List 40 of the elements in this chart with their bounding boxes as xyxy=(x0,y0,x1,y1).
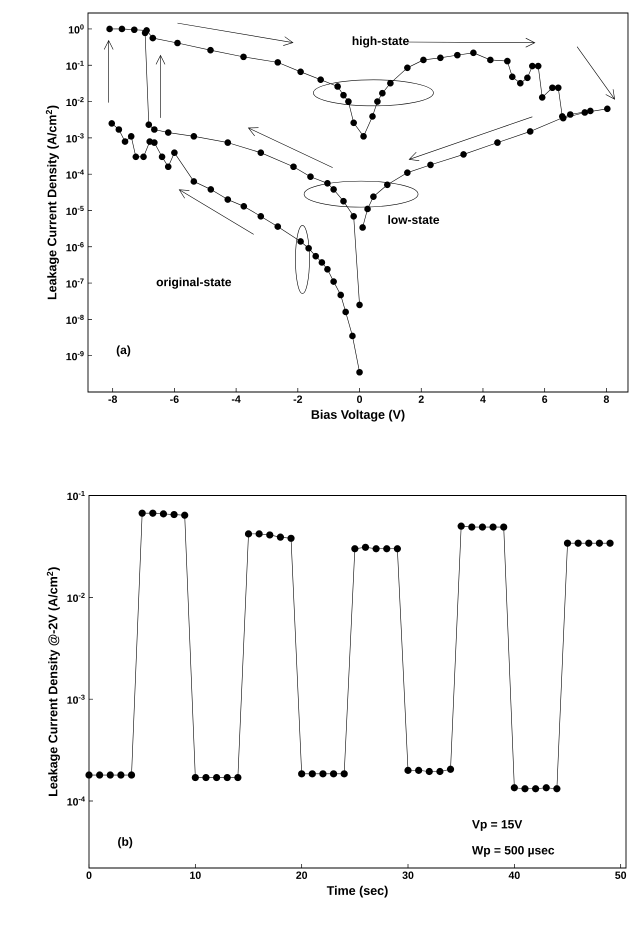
x-tick-label: -4 xyxy=(232,396,241,403)
x-tick-label: 2 xyxy=(418,396,424,403)
x-tick-label: 30 xyxy=(402,872,414,879)
y-tick-label: 10$^{-9}$ xyxy=(66,351,84,360)
annotation: (b) xyxy=(118,837,132,848)
x-tick-label: 40 xyxy=(508,872,520,879)
annotation: original-state xyxy=(156,277,232,289)
y-tick-label: 10$^{-5}$ xyxy=(66,206,84,216)
annotation: Wp = 500 µsec xyxy=(472,846,554,857)
annotation: low-state xyxy=(388,215,440,224)
x-tick-label: 20 xyxy=(296,872,308,879)
y-tick-label: 10$^{-1}$ xyxy=(67,490,85,500)
y-tick-label: 10$^{-2}$ xyxy=(67,592,85,602)
x-tick-label: 50 xyxy=(615,872,626,879)
x-axis-title: Bias Voltage (V) xyxy=(312,410,404,422)
y-tick-label: 10$^{-3}$ xyxy=(67,694,85,704)
y-tick-label: 10$^{0}$ xyxy=(68,24,84,34)
y-tick-label: 10$^{-6}$ xyxy=(66,242,84,252)
y-tick-label: 10$^{-4}$ xyxy=(66,170,84,179)
annotation: (a) xyxy=(116,345,130,357)
x-tick-label: 6 xyxy=(542,396,548,403)
x-tick-label: 0 xyxy=(86,872,92,879)
y-axis-title: Leakage Current Density @-2V (A/cm$^{2}$) xyxy=(46,567,60,796)
x-axis-title: Time (sec) xyxy=(326,886,388,898)
y-tick-label: 10$^{-7}$ xyxy=(66,278,84,288)
y-tick-label: 10$^{-8}$ xyxy=(66,314,84,324)
y-tick-label: 10$^{-3}$ xyxy=(66,133,84,142)
x-tick-label: -2 xyxy=(294,396,302,403)
y-tick-label: 10$^{-4}$ xyxy=(67,796,85,806)
x-tick-label: 0 xyxy=(357,396,362,403)
y-axis-title: Leakage Current Density (A/cm$^{2}$) xyxy=(46,106,59,300)
y-tick-label: 10$^{-1}$ xyxy=(66,60,84,70)
y-tick-label: 10$^{-2}$ xyxy=(66,96,84,106)
x-tick-label: -6 xyxy=(170,396,179,403)
annotation: high-state xyxy=(352,36,409,48)
x-tick-label: 8 xyxy=(604,396,609,403)
annotation: Vp = 15V xyxy=(472,820,522,831)
x-tick-label: 10 xyxy=(190,872,201,879)
x-tick-label: 4 xyxy=(480,396,486,403)
x-tick-label: -8 xyxy=(108,396,118,403)
